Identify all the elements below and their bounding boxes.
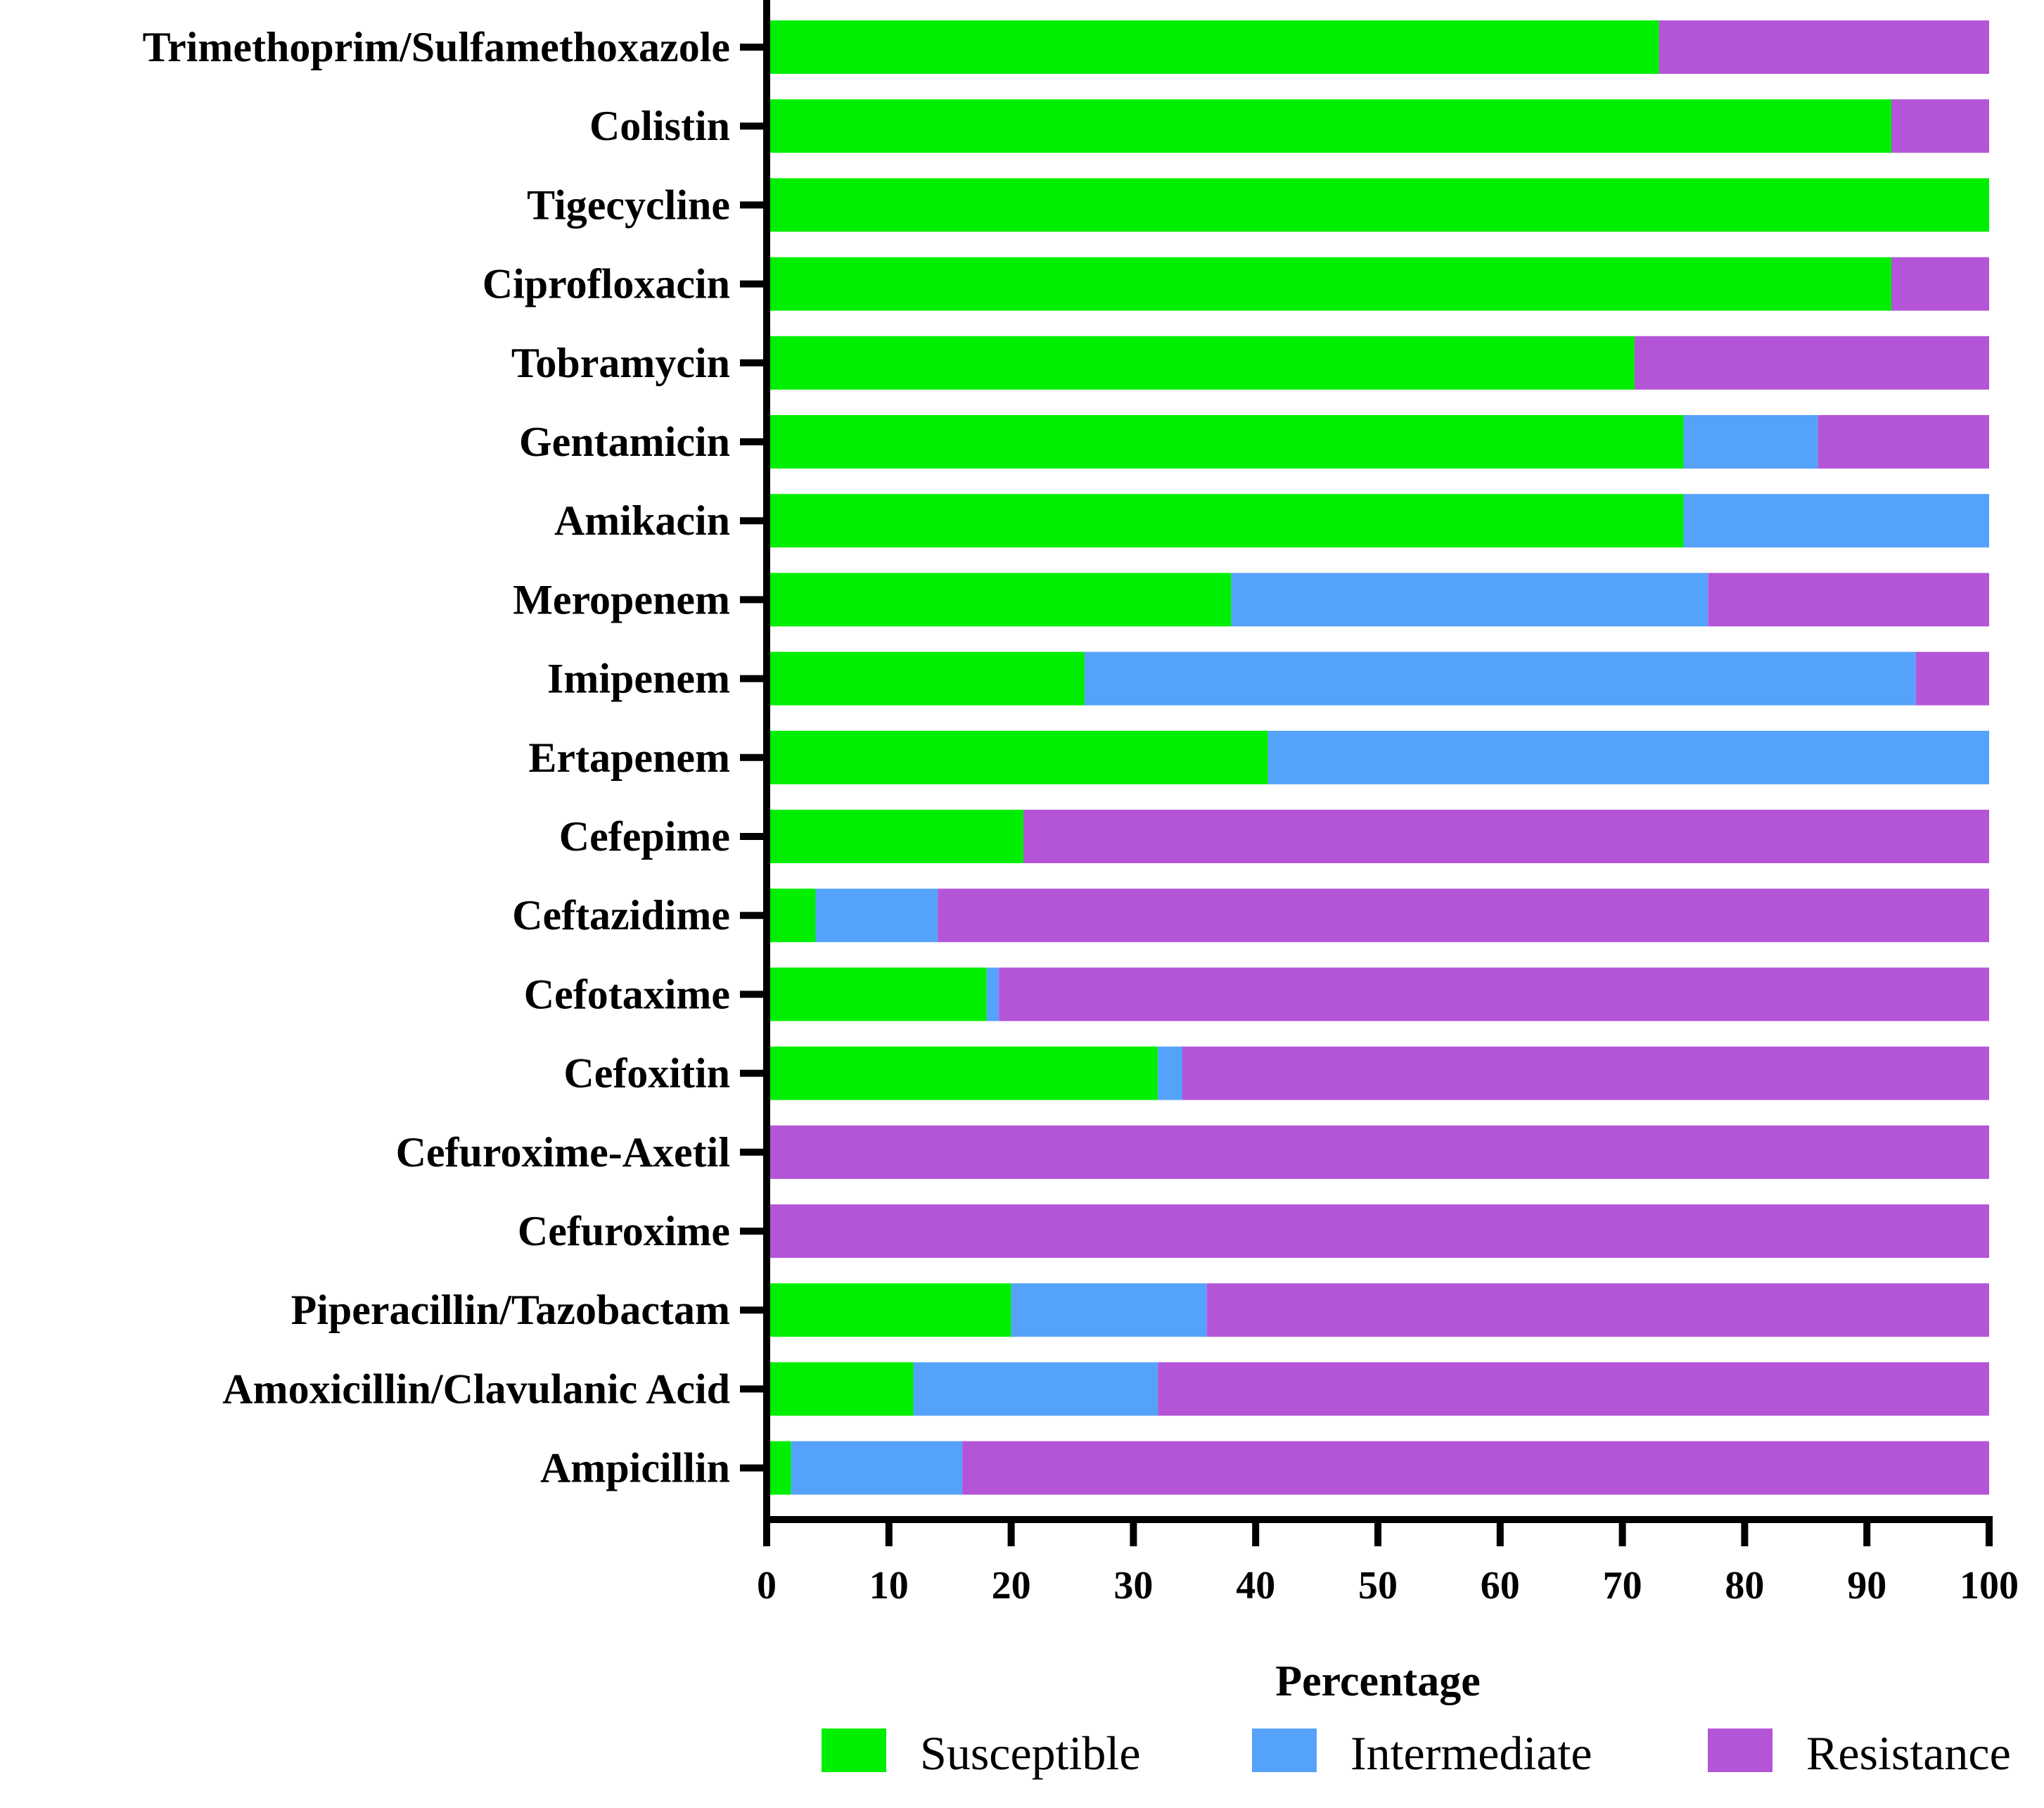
bar-colistin-resistance	[1891, 99, 1989, 153]
bar-ceftazidime-intermediate	[815, 889, 938, 943]
category-label-meropenem: Meropenem	[513, 576, 730, 623]
bar-imipenem-susceptible	[767, 651, 1085, 706]
bar-ertapenem-susceptible	[767, 730, 1268, 784]
bar-meropenem-resistance	[1708, 573, 1989, 627]
x-axis: 0 10 20 30 40 50 60 70 80 90 100	[757, 1516, 2019, 1608]
bar-cefepime-susceptible	[767, 810, 1023, 863]
category-label-ampicillin: Ampicillin	[540, 1445, 730, 1491]
category-label-imipenem: Imipenem	[547, 656, 730, 702]
bar-cefotaxime-susceptible	[767, 967, 987, 1021]
x-tick-label-80: 80	[1725, 1564, 1764, 1608]
bar-ampicillin-susceptible	[767, 1441, 791, 1495]
bar-meropenem-susceptible	[767, 573, 1232, 627]
category-label-cefuroxime: Cefuroxime	[518, 1208, 730, 1254]
bar-meropenem-intermediate	[1231, 573, 1708, 627]
bar-piperacillin-tazobactam-susceptible	[767, 1283, 1011, 1337]
bar-ampicillin-resistance	[962, 1441, 1989, 1495]
bars-layer	[767, 20, 1989, 1495]
category-label-trimethoprim-sulfamethoxazole: Trimethoprim/Sulfamethoxazole	[143, 24, 730, 70]
x-tick-label-70: 70	[1603, 1564, 1642, 1608]
bar-cefotaxime-intermediate	[986, 967, 999, 1021]
bar-piperacillin-tazobactam-intermediate	[1011, 1283, 1207, 1337]
category-label-cefotaxime: Cefotaxime	[524, 971, 730, 1017]
bar-cefuroxime-resistance	[767, 1204, 1989, 1258]
x-tick-label-50: 50	[1358, 1564, 1398, 1608]
bar-cefepime-resistance	[1023, 810, 1989, 863]
x-tick-label-100: 100	[1960, 1564, 2019, 1608]
category-label-cefepime: Cefepime	[559, 813, 730, 860]
bar-cefoxitin-susceptible	[767, 1046, 1158, 1100]
category-label-amikacin: Amikacin	[554, 497, 730, 544]
x-tick-label-30: 30	[1113, 1564, 1153, 1608]
y-axis: Trimethoprim/Sulfamethoxazole Colistin Tig…	[143, 0, 770, 1523]
x-tick-label-0: 0	[757, 1564, 777, 1608]
bar-amikacin-susceptible	[767, 494, 1684, 548]
legend-swatch-intermediate	[1252, 1729, 1317, 1772]
bar-amikacin-intermediate	[1683, 494, 1989, 548]
category-label-amoxicillin-clavulanic-acid: Amoxicillin/Clavulanic Acid	[222, 1365, 730, 1412]
bar-amoxicillin-clavulanic-acid-resistance	[1158, 1362, 1989, 1416]
category-label-piperacillin-tazobactam: Piperacillin/Tazobactam	[291, 1287, 730, 1333]
bar-colistin-susceptible	[767, 99, 1891, 153]
x-axis-title: Percentage	[1275, 1657, 1480, 1705]
category-label-ertapenem: Ertapenem	[528, 734, 730, 781]
bar-tigecycline-susceptible	[767, 178, 1989, 232]
legend-swatch-susceptible	[822, 1729, 886, 1772]
bar-trimethoprim-sulfamethoxazole-resistance	[1659, 20, 1989, 74]
bar-cefuroxime-axetil-resistance	[767, 1125, 1989, 1179]
bar-gentamicin-susceptible	[767, 415, 1684, 469]
category-label-cefoxitin: Cefoxitin	[563, 1050, 730, 1097]
bar-piperacillin-tazobactam-resistance	[1206, 1283, 1989, 1337]
category-label-tobramycin: Tobramycin	[511, 340, 730, 386]
bar-ceftazidime-resistance	[938, 889, 1989, 943]
category-label-tigecycline: Tigecycline	[527, 182, 730, 228]
bar-ceftazidime-susceptible	[767, 889, 816, 943]
category-label-ciprofloxacin: Ciprofloxacin	[483, 261, 730, 307]
category-label-gentamicin: Gentamicin	[519, 419, 730, 465]
bar-amoxicillin-clavulanic-acid-susceptible	[767, 1362, 914, 1416]
legend-swatch-resistance	[1708, 1729, 1772, 1772]
x-tick-label-40: 40	[1236, 1564, 1275, 1608]
bar-imipenem-intermediate	[1084, 651, 1916, 706]
category-label-colistin: Colistin	[589, 103, 730, 149]
bar-ampicillin-intermediate	[791, 1441, 963, 1495]
bar-amoxicillin-clavulanic-acid-intermediate	[913, 1362, 1158, 1416]
bar-cefotaxime-resistance	[999, 967, 1989, 1021]
bar-trimethoprim-sulfamethoxazole-susceptible	[767, 20, 1659, 74]
x-tick-label-20: 20	[992, 1564, 1031, 1608]
bar-ciprofloxacin-susceptible	[767, 257, 1891, 311]
x-tick-label-10: 10	[869, 1564, 909, 1608]
legend-label-susceptible: Susceptible	[920, 1726, 1141, 1780]
bar-gentamicin-intermediate	[1683, 415, 1818, 469]
legend: Susceptible Intermediate Resistance	[822, 1726, 2011, 1780]
legend-label-resistance: Resistance	[1806, 1726, 2011, 1780]
bar-ciprofloxacin-resistance	[1891, 257, 1989, 311]
bar-cefoxitin-intermediate	[1158, 1046, 1182, 1100]
bar-ertapenem-intermediate	[1267, 730, 1989, 784]
x-tick-label-60: 60	[1481, 1564, 1520, 1608]
x-tick-label-90: 90	[1847, 1564, 1886, 1608]
category-label-ceftazidime: Ceftazidime	[512, 892, 730, 938]
bar-gentamicin-resistance	[1818, 415, 1989, 469]
bar-tobramycin-resistance	[1635, 336, 1989, 390]
category-label-cefuroxime-axetil: Cefuroxime-Axetil	[396, 1129, 730, 1176]
legend-label-intermediate: Intermediate	[1350, 1726, 1592, 1780]
bar-imipenem-resistance	[1915, 651, 1989, 706]
bar-cefoxitin-resistance	[1182, 1046, 1989, 1100]
bar-tobramycin-susceptible	[767, 336, 1635, 390]
